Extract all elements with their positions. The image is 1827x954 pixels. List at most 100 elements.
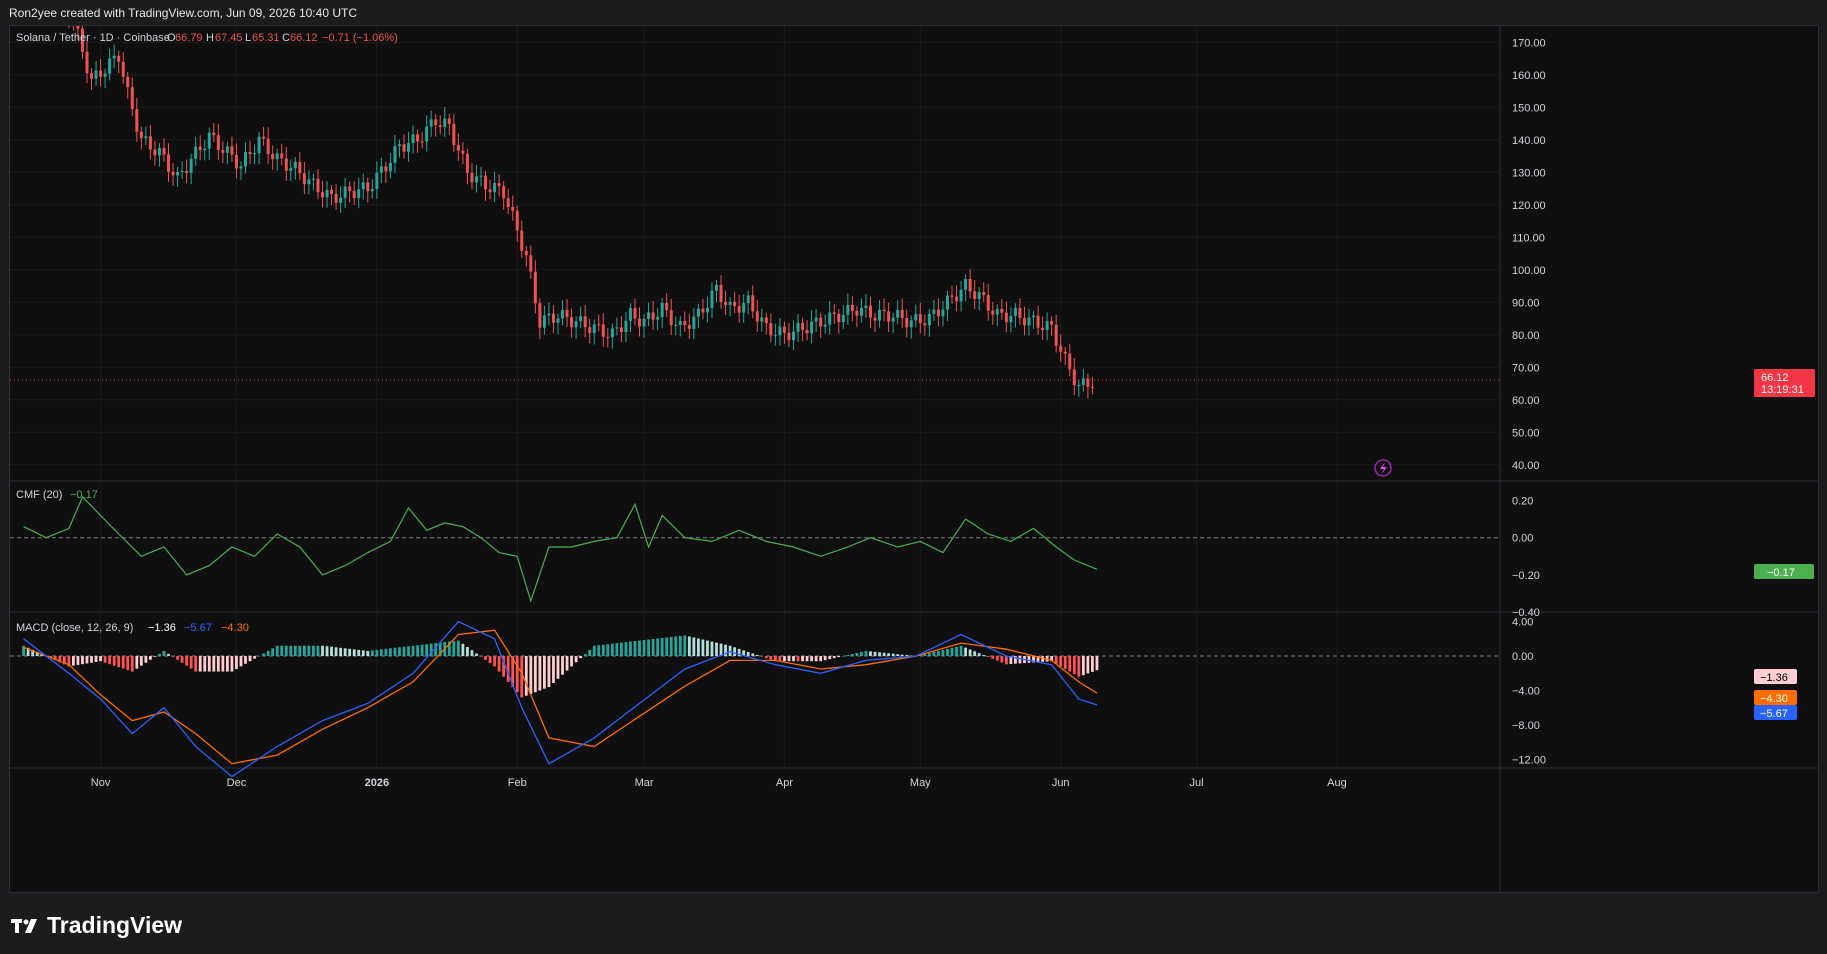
candle [1013, 303, 1017, 328]
candle-body [791, 331, 795, 341]
candle-body [547, 313, 551, 316]
candle-body [348, 186, 352, 191]
candle [148, 124, 152, 160]
candle-body [397, 144, 401, 147]
low-label: L [245, 32, 251, 44]
macd-histogram-bar [932, 651, 936, 657]
macd-histogram-bar [497, 656, 501, 672]
price-tick-label: 60.00 [1512, 395, 1540, 407]
candle-body [488, 189, 492, 193]
candle [810, 310, 814, 344]
candle [814, 308, 818, 332]
candle-body [262, 136, 266, 139]
candle [366, 177, 370, 203]
macd-histogram-bar [629, 641, 632, 657]
candle-body [1054, 324, 1058, 346]
macd-histogram-bar [973, 651, 977, 657]
candle [746, 290, 750, 315]
candle [1018, 298, 1022, 325]
candle [651, 301, 655, 330]
candle-body [828, 312, 832, 325]
candle-body [769, 323, 773, 336]
candle-body [719, 284, 723, 302]
candle [271, 145, 275, 170]
macd-histogram-bar [710, 641, 714, 657]
candle-body [474, 176, 478, 183]
candle-body [837, 313, 841, 323]
macd-histogram-bar [515, 656, 519, 693]
macd-histogram-bar [429, 643, 433, 657]
macd-histogram-bar [846, 655, 850, 657]
candle [656, 308, 660, 331]
candle-body [112, 55, 116, 59]
macd-histogram-bar [180, 656, 184, 663]
macd-histogram-bar [239, 656, 243, 667]
macd-histogram-bar [651, 639, 655, 657]
macd-histogram-bar [1004, 656, 1008, 665]
macd-histogram-bar [103, 656, 107, 663]
candle [452, 114, 456, 152]
candle [619, 316, 623, 342]
candle [900, 298, 904, 329]
candle [352, 181, 356, 206]
candle-body [1022, 317, 1026, 326]
macd-histogram-bar [1063, 656, 1067, 669]
candle [94, 60, 98, 86]
macd-histogram-bar [1077, 656, 1081, 677]
macd-histogram-bar [452, 641, 456, 657]
candle [497, 174, 501, 197]
candle-body [773, 335, 777, 337]
candle-body [760, 317, 764, 322]
macd-histogram-bar [425, 644, 429, 657]
macd-histogram-bar [31, 649, 35, 657]
candle-body [850, 304, 854, 311]
cmf-value: −0.17 [70, 489, 98, 501]
candle [434, 114, 438, 137]
candle-body [167, 154, 171, 172]
candle [1077, 380, 1081, 397]
candle [108, 48, 112, 81]
macd-histogram-bar [869, 651, 872, 657]
candle-body [447, 118, 451, 124]
chart-frame[interactable]: Nov Dec 2026 Feb Mar Apr May Jun Jul Aug 170.00 160… [9, 25, 1819, 893]
candle [343, 177, 347, 208]
candle [683, 311, 687, 333]
candle [280, 143, 284, 166]
macd-histogram-bar [126, 656, 130, 671]
candle [425, 115, 429, 152]
candle [991, 302, 995, 325]
candle [76, 26, 80, 40]
macd-histogram-bar [298, 645, 302, 657]
macd-histogram-bar [565, 656, 569, 671]
candle [370, 179, 374, 199]
candle [520, 220, 524, 258]
candle-body [438, 125, 442, 127]
macd-histogram-bar [176, 656, 179, 660]
x-tick-label: Jul [1190, 777, 1204, 789]
candle [99, 59, 103, 87]
macd-histogram-bar [882, 652, 886, 657]
candle [932, 299, 936, 321]
candle-body [927, 313, 931, 326]
candle-body [914, 314, 918, 321]
candle-body [189, 158, 193, 173]
tradingview-logo[interactable]: TradingView [11, 912, 182, 939]
candle-body [108, 58, 112, 74]
candle [674, 316, 678, 336]
candle-body [85, 51, 89, 74]
macd-histogram-bar [900, 654, 904, 657]
candle-body [1018, 308, 1022, 318]
candle-body [615, 327, 619, 329]
candle [1032, 310, 1036, 329]
chart-canvas[interactable]: Nov Dec 2026 Feb Mar Apr May Jun Jul Aug 170.00 160… [10, 26, 1819, 893]
macd-histogram-bar [357, 649, 361, 657]
cmf-label: CMF (20) [16, 489, 62, 501]
candle-body [153, 149, 157, 156]
x-tick-label: Feb [508, 777, 527, 789]
macd-histogram-bar [343, 648, 347, 657]
macd-histogram-bar [837, 656, 841, 658]
lightning-icon[interactable] [1374, 459, 1392, 477]
candle [733, 292, 737, 314]
macd-histogram-bar [253, 656, 256, 659]
candle [257, 131, 261, 165]
